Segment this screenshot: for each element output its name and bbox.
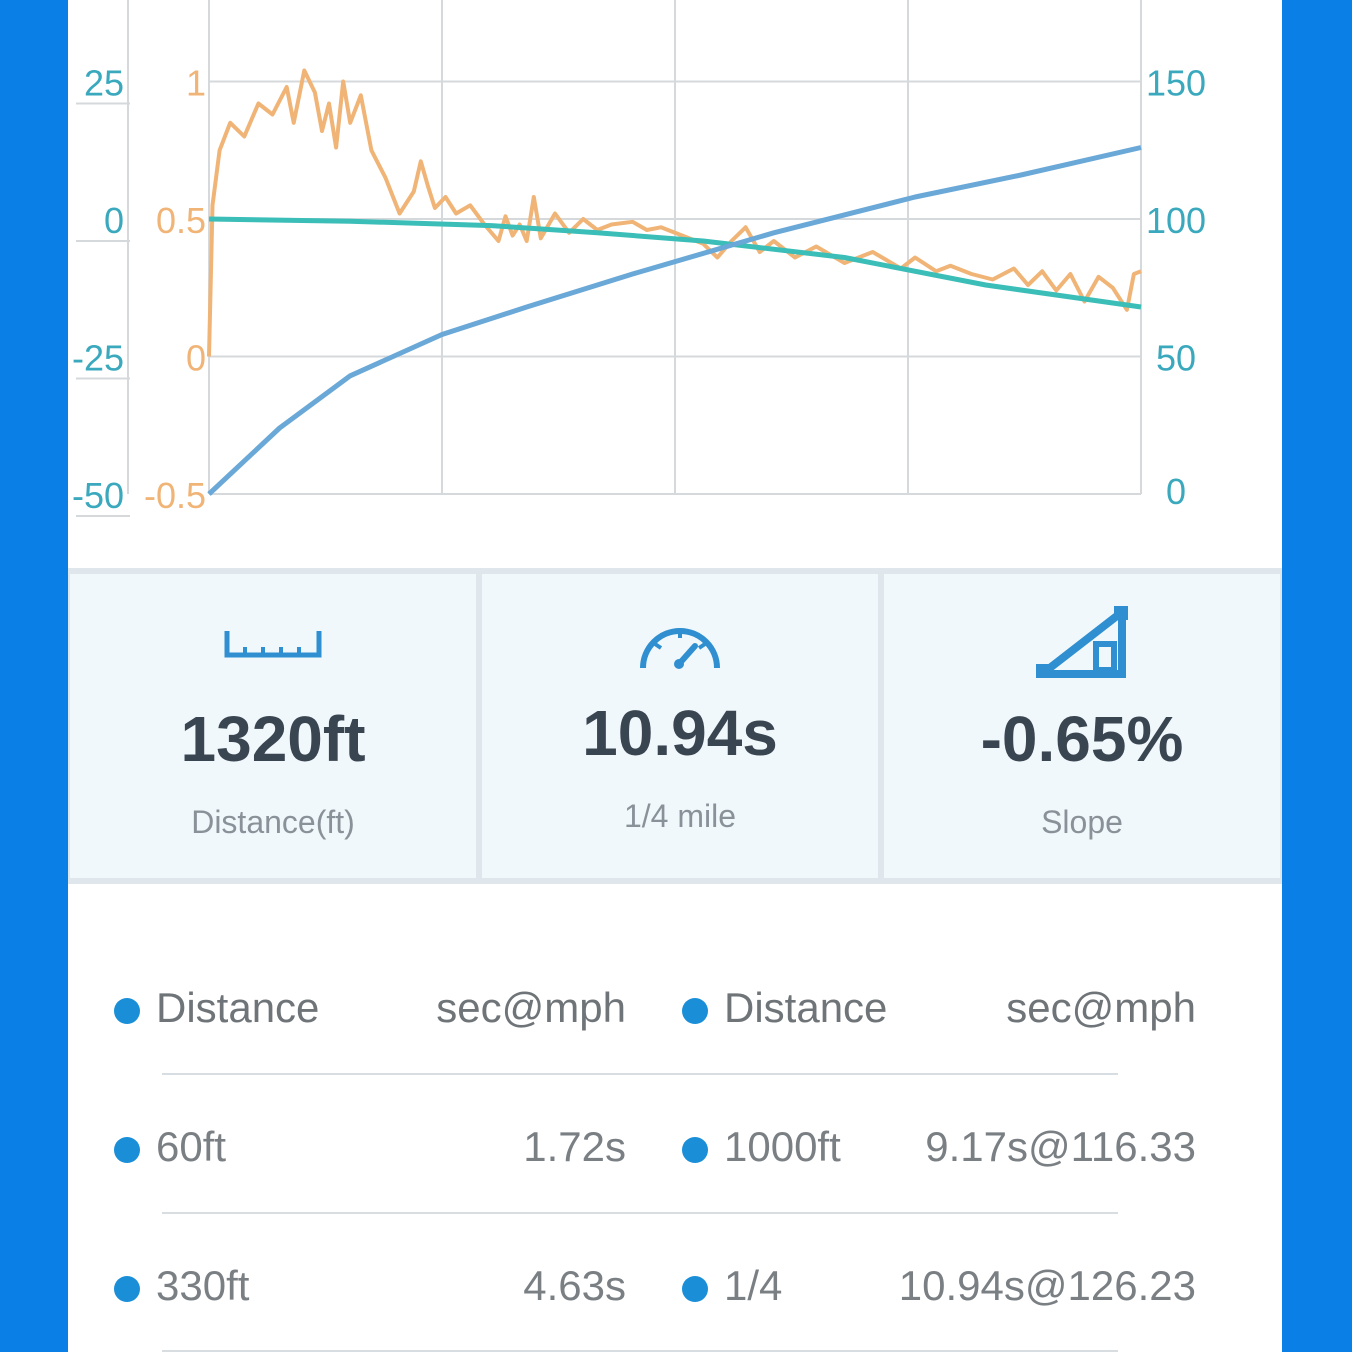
tick-label: 0 [104, 200, 124, 241]
run-chart: 25 0 -25 -50 1 0.5 0 -0.5 150 100 50 0 [68, 0, 1282, 560]
divider [162, 1073, 1118, 1075]
tick-label: 50 [1156, 338, 1196, 379]
tick-label: -50 [72, 475, 124, 516]
stat-label: Slope [1041, 804, 1123, 840]
column-header: sec@mph [1006, 984, 1196, 1031]
tick-label: 0.5 [156, 200, 206, 241]
stat-quarter-mile: 10.94s 1/4 mile [482, 574, 878, 878]
tick-label: 0 [1166, 471, 1186, 512]
split-time: 9.17s@116.33 [925, 1123, 1196, 1170]
bullet-dot-icon [682, 1276, 708, 1302]
split-time: 10.94s@126.23 [898, 1262, 1196, 1309]
divider [162, 1350, 1118, 1352]
bullet-dot-icon [682, 998, 708, 1024]
tick-label: 150 [1146, 63, 1206, 104]
stat-value: -0.65% [980, 703, 1184, 775]
table-row: 330ft 4.63s 1/4 10.94s@126.23 [68, 1262, 1282, 1322]
split-distance: 1000ft [724, 1123, 841, 1170]
bullet-dot-icon [114, 998, 140, 1024]
series-line [207, 68, 1142, 357]
bullet-dot-icon [114, 1137, 140, 1163]
stat-label: Distance(ft) [191, 804, 355, 840]
series-line [207, 145, 1142, 496]
tick-label: 1 [186, 63, 206, 104]
ruler-icon [70, 604, 476, 684]
chart-svg: 25 0 -25 -50 1 0.5 0 -0.5 150 100 50 0 [72, 0, 1206, 517]
column-header: sec@mph [436, 984, 626, 1031]
stat-value: 1320ft [180, 703, 366, 775]
split-time: 1.72s [523, 1123, 626, 1170]
tick-label: -25 [72, 338, 124, 379]
tick-label: -0.5 [144, 475, 206, 516]
table-header: Distance sec@mph Distance sec@mph [68, 984, 1282, 1044]
stat-distance: 1320ft Distance(ft) [70, 574, 476, 878]
tick-label: 100 [1146, 200, 1206, 241]
stat-label: 1/4 mile [623, 798, 737, 834]
bullet-dot-icon [114, 1276, 140, 1302]
split-distance: 330ft [156, 1262, 250, 1309]
split-times-table: Distance sec@mph Distance sec@mph 60ft 1… [68, 884, 1282, 1352]
series-line [208, 216, 1142, 310]
split-distance: 1/4 [724, 1262, 783, 1309]
column-header: Distance [724, 984, 888, 1031]
slope-icon [884, 604, 1280, 684]
table-row: 60ft 1.72s 1000ft 9.17s@116.33 [68, 1123, 1282, 1183]
tick-label: 25 [84, 63, 124, 104]
stat-slope: -0.65% Slope [884, 574, 1280, 878]
stat-value: 10.94s [582, 697, 778, 769]
split-distance: 60ft [156, 1123, 227, 1170]
divider [162, 1212, 1118, 1214]
speedometer-icon [482, 604, 878, 684]
tick-label: 0 [186, 338, 206, 379]
column-header: Distance [156, 984, 320, 1031]
split-time: 4.63s [523, 1262, 626, 1309]
bullet-dot-icon [682, 1137, 708, 1163]
stats-panel: 1320ft Distance(ft) 10.94s 1/4 mile [68, 568, 1282, 884]
app-screen: 25 0 -25 -50 1 0.5 0 -0.5 150 100 50 0 1320ft Dista… [68, 0, 1282, 1352]
